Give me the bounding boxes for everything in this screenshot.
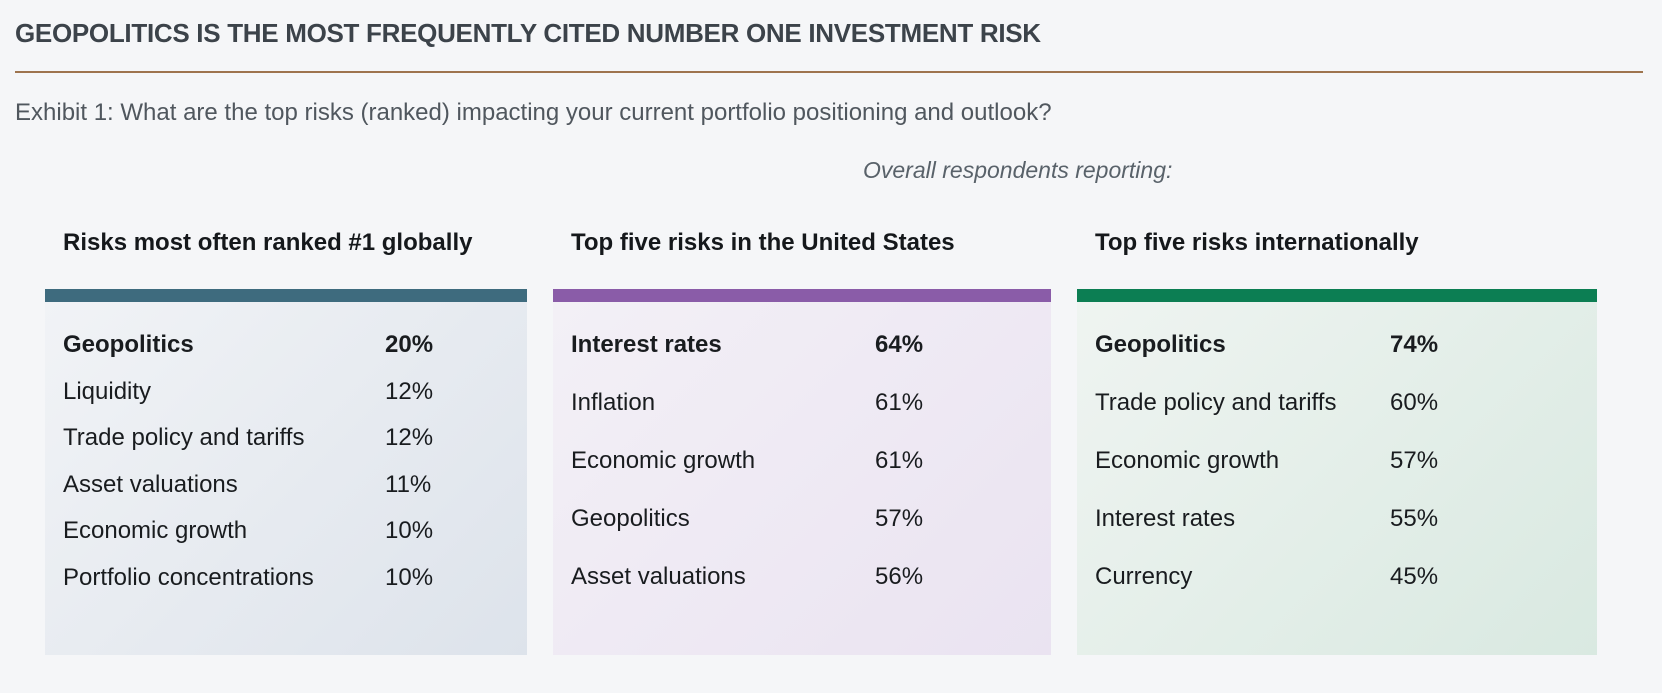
risk-value: 10% xyxy=(385,517,434,545)
risk-value: 57% xyxy=(1390,447,1439,474)
risk-value: 12% xyxy=(385,424,434,452)
panel-global-risks: Risks most often ranked #1 globally Geop… xyxy=(45,228,527,655)
title-divider-rule xyxy=(15,71,1643,73)
risk-value: 64% xyxy=(875,331,924,358)
risk-label: Geopolitics xyxy=(63,331,194,359)
risk-row: Portfolio concentrations 10% xyxy=(45,555,527,602)
risk-list-international: Geopolitics 74% Trade policy and tariffs 60… xyxy=(1077,302,1597,655)
risk-value: 20% xyxy=(385,331,434,359)
risk-row: Asset valuations 11% xyxy=(45,462,527,509)
risk-row: Economic growth 57% xyxy=(1077,432,1597,490)
risk-value: 12% xyxy=(385,377,434,405)
risk-list-global: Geopolitics 20% Liquidity 12% Trade policy a… xyxy=(45,302,527,655)
risk-list-us: Interest rates 64% Inflation 61% Economic gr… xyxy=(553,302,1051,655)
risk-label: Trade policy and tariffs xyxy=(63,424,305,452)
risk-row: Liquidity 12% xyxy=(45,369,527,416)
risk-row: Asset valuations 56% xyxy=(553,548,1051,606)
risk-value: 61% xyxy=(875,389,924,416)
panel-accent-bar-international xyxy=(1077,289,1597,302)
risk-value: 57% xyxy=(875,505,924,532)
panel-accent-bar-global xyxy=(45,289,527,302)
risk-label: Currency xyxy=(1095,563,1193,590)
risk-value: 10% xyxy=(385,563,434,591)
risk-row: Geopolitics 57% xyxy=(553,490,1051,548)
respondents-note: Overall respondents reporting: xyxy=(863,157,1173,183)
panel-title-international: Top five risks internationally xyxy=(1095,229,1419,256)
risk-row: Trade policy and tariffs 60% xyxy=(1077,374,1597,432)
panel-accent-bar-us xyxy=(553,289,1051,302)
risk-value: 56% xyxy=(875,563,924,590)
risk-value: 74% xyxy=(1390,331,1439,358)
risk-label: Economic growth xyxy=(1095,447,1280,474)
risk-value: 55% xyxy=(1390,505,1439,532)
risk-value: 61% xyxy=(875,447,924,474)
risk-label: Geopolitics xyxy=(571,505,690,532)
exhibit-question: Exhibit 1: What are the top risks (ranke… xyxy=(15,99,1052,126)
risk-row: Interest rates 64% xyxy=(553,316,1051,374)
risk-label: Economic growth xyxy=(63,517,248,545)
panel-us-risks: Top five risks in the United States Inte… xyxy=(553,228,1051,655)
risk-label: Portfolio concentrations xyxy=(63,563,314,591)
panel-international-risks: Top five risks internationally Geopoliti… xyxy=(1077,228,1597,655)
panel-title-global: Risks most often ranked #1 globally xyxy=(63,229,473,256)
risk-value: 11% xyxy=(385,470,432,498)
risk-value: 60% xyxy=(1390,389,1439,416)
risk-row: Currency 45% xyxy=(1077,548,1597,606)
risk-label: Inflation xyxy=(571,389,656,416)
risk-label: Trade policy and tariffs xyxy=(1095,389,1337,416)
page-title: GEOPOLITICS IS THE MOST FREQUENTLY CITED… xyxy=(15,18,1041,48)
risk-row: Inflation 61% xyxy=(553,374,1051,432)
panel-title-us: Top five risks in the United States xyxy=(571,229,955,256)
risk-label: Asset valuations xyxy=(571,563,746,590)
risk-row: Geopolitics 74% xyxy=(1077,316,1597,374)
risk-value: 45% xyxy=(1390,563,1439,590)
risk-row: Economic growth 10% xyxy=(45,508,527,555)
risk-row: Interest rates 55% xyxy=(1077,490,1597,548)
risk-label: Economic growth xyxy=(571,447,756,474)
risk-label: Interest rates xyxy=(1095,505,1236,532)
risk-row: Trade policy and tariffs 12% xyxy=(45,415,527,462)
risk-label: Geopolitics xyxy=(1095,331,1226,358)
risk-row: Economic growth 61% xyxy=(553,432,1051,490)
risk-label: Asset valuations xyxy=(63,470,238,498)
risk-row: Geopolitics 20% xyxy=(45,322,527,369)
risk-label: Liquidity xyxy=(63,377,152,405)
risk-label: Interest rates xyxy=(571,331,722,358)
